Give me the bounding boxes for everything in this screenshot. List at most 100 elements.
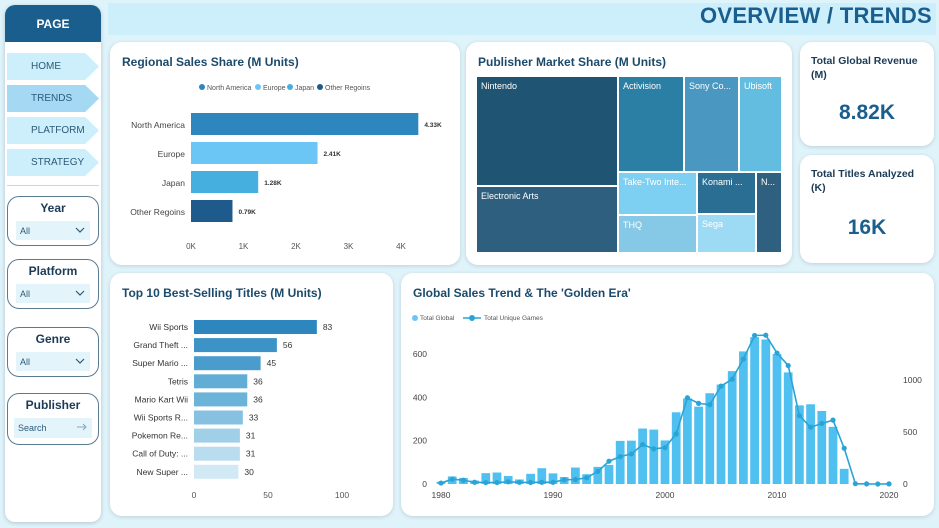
line-point-2009[interactable]: [763, 333, 768, 338]
line-point-2016[interactable]: [842, 446, 847, 451]
publisher-search-input[interactable]: Search: [14, 418, 92, 438]
line-point-2006[interactable]: [730, 377, 735, 382]
nav-platform-button[interactable]: PLATFORM: [7, 117, 99, 144]
data-label: 0.79K: [238, 209, 256, 216]
line-point-1987[interactable]: [517, 480, 522, 485]
bar-2009[interactable]: [761, 339, 770, 484]
line-point-1997[interactable]: [629, 451, 634, 456]
line-point-1993[interactable]: [584, 475, 589, 480]
genre-dropdown[interactable]: All: [16, 352, 90, 371]
bar-new-super[interactable]: [194, 465, 238, 479]
line-point-2000[interactable]: [662, 445, 667, 450]
line-point-1995[interactable]: [606, 459, 611, 464]
year-dropdown[interactable]: All: [16, 221, 90, 240]
nav-home-button[interactable]: HOME: [7, 53, 99, 80]
line-point-2005[interactable]: [718, 384, 723, 389]
treemap-tile-activision[interactable]: Activision: [619, 77, 683, 171]
nav-trends-button[interactable]: TRENDS: [7, 85, 99, 112]
line-point-2007[interactable]: [741, 356, 746, 361]
bar-1999[interactable]: [649, 430, 658, 484]
treemap-tile-sega[interactable]: Sega: [698, 215, 755, 252]
publisher-search-placeholder: Search: [18, 423, 47, 433]
bar-2002[interactable]: [683, 398, 692, 484]
bar-grand-theft[interactable]: [194, 338, 277, 352]
line-point-1983[interactable]: [472, 480, 477, 485]
line-point-1991[interactable]: [562, 477, 567, 482]
line-point-1994[interactable]: [595, 469, 600, 474]
line-point-2010[interactable]: [774, 350, 779, 355]
bar-2011[interactable]: [784, 372, 793, 484]
line-point-1998[interactable]: [640, 442, 645, 447]
line-point-2011[interactable]: [786, 363, 791, 368]
bar-europe[interactable]: [191, 142, 318, 164]
legend-dot-unique-games: [469, 315, 475, 321]
line-point-2014[interactable]: [819, 421, 824, 426]
line-point-1992[interactable]: [573, 477, 578, 482]
bar-wii-sports[interactable]: [194, 320, 317, 334]
platform-dropdown[interactable]: All: [16, 284, 90, 303]
treemap-tile-nintendo[interactable]: Nintendo: [477, 77, 617, 185]
bar-call-of-duty[interactable]: [194, 447, 240, 461]
bar-2005[interactable]: [717, 385, 726, 484]
bar-wii-sports-r[interactable]: [194, 411, 243, 425]
treemap-tile-sony[interactable]: Sony Co...: [685, 77, 738, 171]
line-point-2008[interactable]: [752, 333, 757, 338]
line-point-1986[interactable]: [506, 479, 511, 484]
line-point-2004[interactable]: [707, 402, 712, 407]
data-label: 56: [283, 340, 293, 350]
treemap-tile-ubisoft[interactable]: Ubisoft: [740, 77, 781, 171]
treemap-tile-electronic-arts[interactable]: Electronic Arts: [477, 187, 617, 252]
bar-2015[interactable]: [829, 427, 838, 484]
bar-2003[interactable]: [694, 407, 703, 484]
line-point-2015[interactable]: [830, 418, 835, 423]
bar-super-mario[interactable]: [194, 356, 261, 370]
nav-strategy-button[interactable]: STRATEGY: [7, 149, 99, 176]
treemap-tile-konami[interactable]: Konami ...: [698, 173, 755, 213]
line-point-1985[interactable]: [494, 480, 499, 485]
line-point-2003[interactable]: [696, 401, 701, 406]
bar-2016[interactable]: [840, 469, 849, 484]
bar-2008[interactable]: [750, 337, 759, 484]
bar-2010[interactable]: [773, 354, 782, 484]
line-point-1999[interactable]: [651, 446, 656, 451]
title-label: Mario Kart Wii: [135, 394, 188, 404]
bar-2007[interactable]: [739, 351, 748, 484]
bar-2006[interactable]: [728, 371, 737, 484]
bar-1997[interactable]: [627, 441, 636, 484]
arrow-right-icon[interactable]: [76, 421, 88, 433]
line-point-1980[interactable]: [438, 480, 443, 485]
bar-japan[interactable]: [191, 171, 258, 193]
x-tick-label: 3K: [344, 242, 354, 251]
bar-1995[interactable]: [605, 465, 614, 484]
line-point-1982[interactable]: [461, 478, 466, 483]
legend-label-total-global: Total Global: [420, 315, 455, 322]
line-point-2001[interactable]: [674, 431, 679, 436]
bar-1996[interactable]: [616, 441, 625, 484]
line-point-2012[interactable]: [797, 413, 802, 418]
x-tick-label: 100: [335, 490, 349, 500]
line-point-1988[interactable]: [528, 480, 533, 485]
line-point-1984[interactable]: [483, 480, 488, 485]
line-point-2020[interactable]: [886, 481, 891, 486]
line-point-2019[interactable]: [875, 481, 880, 486]
bar-1998[interactable]: [638, 429, 647, 484]
line-point-2018[interactable]: [864, 481, 869, 486]
bar-mario-kart-wii[interactable]: [194, 392, 247, 406]
line-point-2002[interactable]: [685, 395, 690, 400]
x-tick-label: 4K: [396, 242, 406, 251]
bar-north-america[interactable]: [191, 113, 418, 135]
line-point-1981[interactable]: [450, 477, 455, 482]
treemap-tile-thq[interactable]: THQ: [619, 216, 696, 252]
bar-pokemon-re[interactable]: [194, 429, 240, 443]
line-point-2013[interactable]: [808, 425, 813, 430]
line-point-2017[interactable]: [853, 481, 858, 486]
treemap-tile-namco[interactable]: N...: [757, 173, 781, 252]
line-point-1996[interactable]: [618, 454, 623, 459]
treemap-tile-take-two[interactable]: Take-Two Inte...: [619, 173, 696, 214]
line-point-1990[interactable]: [550, 480, 555, 485]
legend-dot-japan: [287, 84, 293, 90]
bar-tetris[interactable]: [194, 374, 247, 388]
line-point-1989[interactable]: [539, 480, 544, 485]
bar-other-regoins[interactable]: [191, 200, 232, 222]
bar-2013[interactable]: [806, 404, 815, 484]
